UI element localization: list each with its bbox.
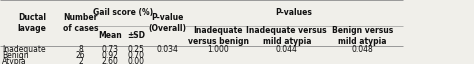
Text: 0.70: 0.70 — [128, 51, 145, 60]
Text: P-value
(Overall): P-value (Overall) — [148, 13, 186, 33]
Text: 0.044: 0.044 — [276, 45, 298, 54]
Text: 0.25: 0.25 — [128, 45, 145, 54]
Text: 8: 8 — [78, 45, 83, 54]
Text: ±SD: ±SD — [128, 31, 145, 40]
Text: Mean: Mean — [98, 31, 122, 40]
Text: 0.73: 0.73 — [102, 45, 118, 54]
Text: 0.92: 0.92 — [102, 51, 118, 60]
Text: 26: 26 — [76, 51, 85, 60]
Text: Atypia: Atypia — [2, 57, 27, 64]
Text: Benign: Benign — [2, 51, 29, 60]
Text: 2: 2 — [78, 57, 83, 64]
Text: Benign versus
mild atypia: Benign versus mild atypia — [332, 26, 393, 46]
Text: Inadequate: Inadequate — [2, 45, 46, 54]
Text: 0.034: 0.034 — [156, 45, 178, 54]
Text: 2.60: 2.60 — [102, 57, 118, 64]
Text: Ductal
lavage: Ductal lavage — [18, 13, 46, 33]
Text: Gail score (%): Gail score (%) — [93, 8, 153, 17]
Text: P-values: P-values — [275, 8, 312, 17]
Text: Inadequate versus
mild atypia: Inadequate versus mild atypia — [246, 26, 327, 46]
Text: 0.00: 0.00 — [128, 57, 145, 64]
Text: 0.048: 0.048 — [352, 45, 374, 54]
Text: Number
of cases: Number of cases — [63, 13, 98, 33]
Text: 1.000: 1.000 — [207, 45, 229, 54]
Text: Inadequate
versus benign: Inadequate versus benign — [188, 26, 248, 46]
